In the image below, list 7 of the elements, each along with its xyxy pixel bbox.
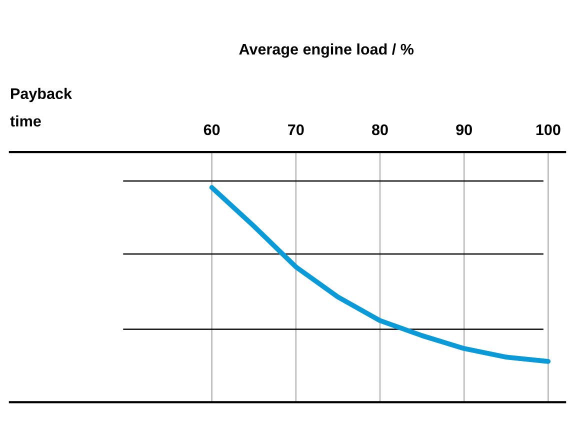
x-tick-label: 60: [204, 124, 220, 136]
x-tick-label: 100: [536, 124, 560, 136]
x-tick-label: 80: [372, 124, 388, 136]
x-tick-label: 90: [456, 124, 472, 136]
y-axis-title: Payback time: [10, 88, 72, 127]
x-tick-label: 70: [288, 124, 304, 136]
x-axis-title: Average engine load / %: [239, 43, 414, 58]
